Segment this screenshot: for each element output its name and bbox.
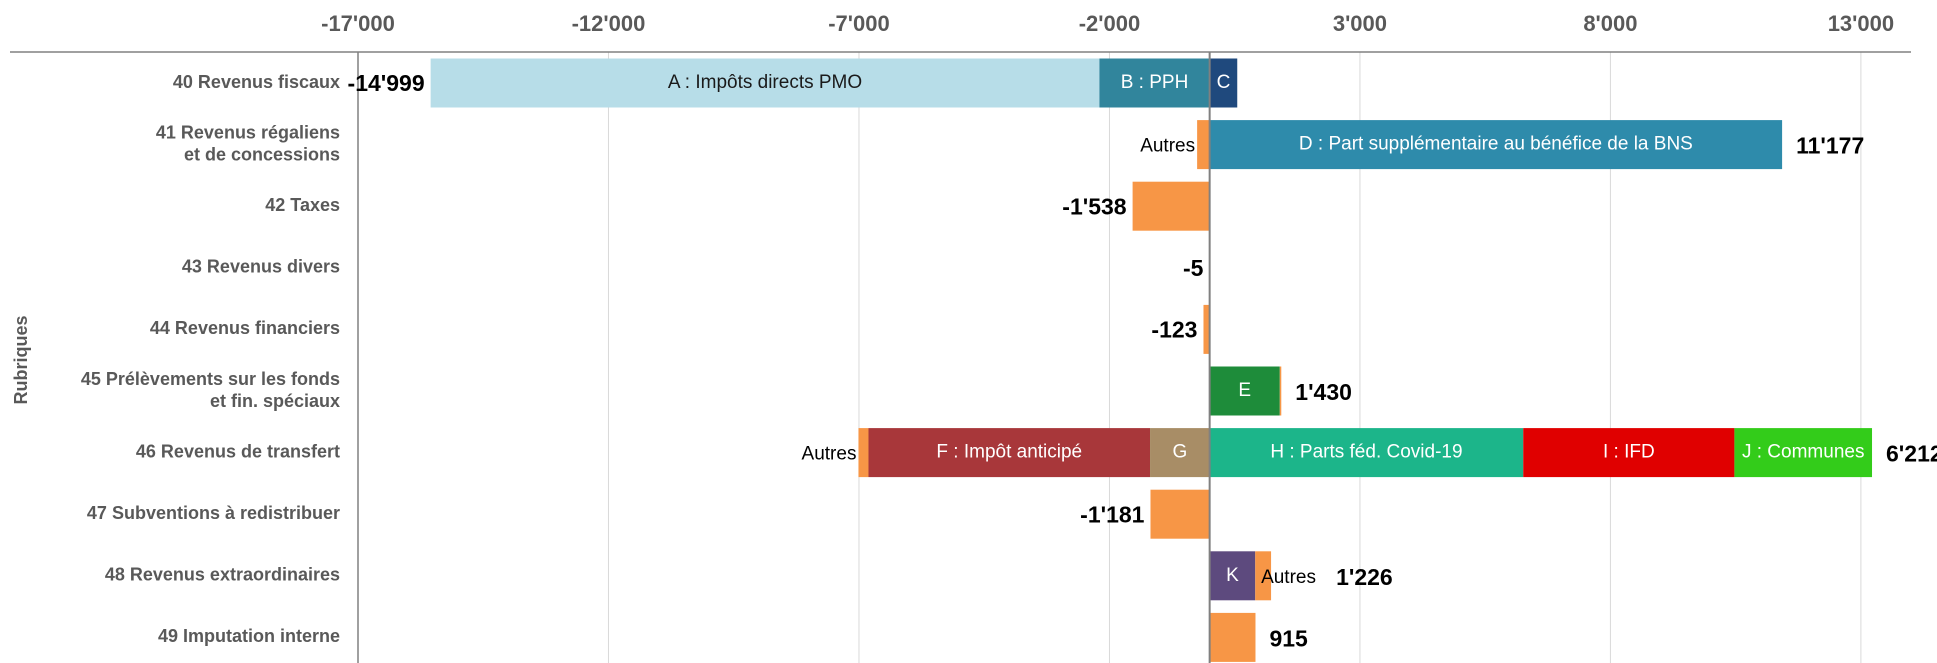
segment-label: F : Impôt anticipé [936, 442, 1082, 463]
bar-segment [1279, 366, 1282, 416]
bar-segment [868, 428, 1151, 478]
segment-label: Autres [1261, 567, 1316, 588]
total-label: -14'999 [348, 70, 425, 96]
bar-segment [1209, 551, 1256, 601]
segment-label: D : Part supplémentaire au bénéfice de l… [1299, 134, 1693, 155]
total-label: -123 [1151, 316, 1197, 342]
y-axis-label: Rubriques [11, 315, 31, 404]
segment-label: E [1238, 380, 1251, 401]
category-label: 40 Revenus fiscaux [173, 72, 340, 92]
total-label: -1'538 [1062, 193, 1127, 219]
bar-segment [1255, 551, 1272, 601]
bar-segment [1209, 612, 1256, 662]
category-label: 47 Subventions à redistribuer [87, 503, 340, 523]
x-tick-label: 8'000 [1583, 11, 1637, 36]
segment-label: H : Parts féd. Covid-19 [1270, 442, 1462, 463]
total-label: 6'212 [1886, 441, 1937, 467]
x-tick-label: -12'000 [572, 11, 646, 36]
bar-segment [430, 58, 1100, 108]
total-label: -5 [1183, 255, 1204, 281]
bar-segment [1734, 428, 1873, 478]
category-label: 48 Revenus extraordinaires [105, 565, 340, 585]
segment-label: B : PPH [1121, 72, 1189, 93]
category-label: 44 Revenus financiers [150, 318, 340, 338]
category-label: et fin. spéciaux [210, 391, 340, 411]
segment-label: J : Communes [1742, 442, 1864, 463]
x-tick-label: 13'000 [1828, 11, 1894, 36]
bar-segment [1209, 58, 1238, 108]
bar-segment [1209, 428, 1524, 478]
total-label: 1'430 [1295, 379, 1352, 405]
segment-label: C [1217, 72, 1231, 93]
category-label: 45 Prélèvements sur les fonds [81, 369, 340, 389]
bar-segment [1099, 58, 1210, 108]
bar-segment [1150, 489, 1210, 539]
segment-label: I : IFD [1603, 442, 1655, 463]
bar-segment [1209, 120, 1783, 170]
total-label: -1'181 [1080, 501, 1145, 527]
segment-label: Autres [802, 444, 857, 465]
category-label: 42 Taxes [265, 195, 340, 215]
category-label: 46 Revenus de transfert [136, 441, 340, 461]
category-label: 49 Imputation interne [158, 626, 340, 646]
x-tick-label: -17'000 [321, 11, 395, 36]
total-label: 1'226 [1336, 564, 1393, 590]
segment-label: K [1226, 565, 1239, 586]
category-label: et de concessions [184, 144, 340, 164]
category-label: 41 Revenus régaliens [156, 122, 340, 142]
bar-segment [1197, 120, 1210, 170]
bar-segment [1523, 428, 1735, 478]
category-label: 43 Revenus divers [182, 257, 340, 277]
x-tick-label: -2'000 [1079, 11, 1141, 36]
bar-segment [1209, 366, 1280, 416]
segment-label: Autres [1140, 136, 1195, 157]
total-label: 11'177 [1796, 133, 1864, 159]
segment-label: G [1172, 442, 1187, 463]
bar-segment [858, 428, 869, 478]
segment-label: A : Impôts directs PMO [668, 72, 862, 93]
x-tick-label: -7'000 [828, 11, 890, 36]
bar-segment [1150, 428, 1210, 478]
bar-segment [1132, 181, 1210, 231]
total-label: 915 [1269, 625, 1308, 651]
bar-segment [1203, 304, 1210, 354]
x-tick-label: 3'000 [1333, 11, 1387, 36]
